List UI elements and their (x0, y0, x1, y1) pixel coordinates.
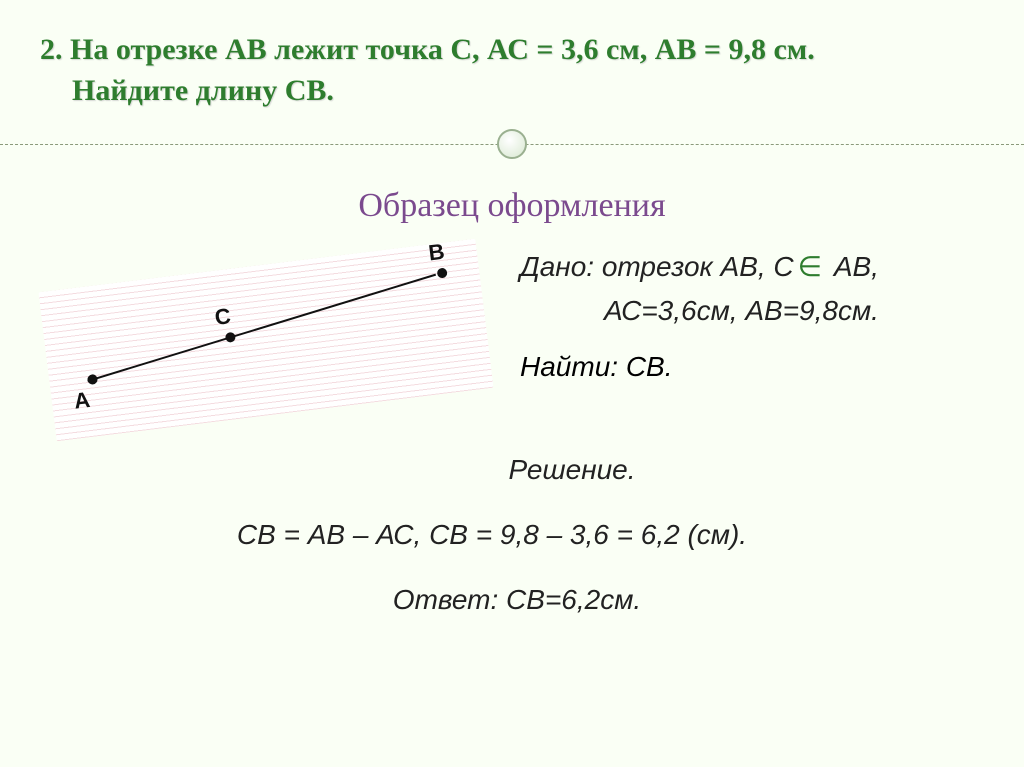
given-line-2: АС=3,6см, АВ=9,8см. (520, 289, 984, 332)
point-c-label: C (213, 303, 232, 331)
content-area: A C B Дано: отрезок АВ, С∈ АВ, АС=3,6см,… (40, 245, 984, 626)
element-of-icon: ∈ (794, 246, 826, 289)
segment-line (87, 274, 436, 382)
solution-answer: Ответ: СВ=6,2см. (50, 573, 984, 626)
given-prefix: Дано: отрезок АВ, С (520, 251, 794, 282)
title-line-2: Найдите длину СВ. (40, 71, 984, 112)
slide: 2. На отрезке АВ лежит точка С, АС = 3,6… (0, 0, 1024, 767)
solution-heading: Решение. (160, 443, 984, 496)
segment-diagram: A C B (38, 239, 493, 442)
problem-title: 2. На отрезке АВ лежит точка С, АС = 3,6… (40, 30, 984, 111)
point-b (437, 267, 448, 278)
given-suffix: АВ, (826, 251, 879, 282)
point-c (225, 332, 236, 343)
point-a (87, 374, 98, 385)
find-line: Найти: СВ. (520, 351, 984, 383)
solution-block: Решение. СВ = АВ – АС, СВ = 9,8 – 3,6 = … (40, 443, 984, 627)
point-a-label: A (73, 387, 92, 415)
subheading: Образец оформления (40, 187, 984, 225)
given-line-1: Дано: отрезок АВ, С∈ АВ, (520, 245, 984, 289)
title-line-1: 2. На отрезке АВ лежит точка С, АС = 3,6… (40, 30, 984, 71)
given-block: Дано: отрезок АВ, С∈ АВ, АС=3,6см, АВ=9,… (520, 245, 984, 333)
divider (40, 129, 984, 159)
divider-ornament (497, 129, 527, 159)
solution-equation: СВ = АВ – АС, СВ = 9,8 – 3,6 = 6,2 (см). (0, 508, 984, 561)
point-b-label: B (427, 239, 446, 267)
